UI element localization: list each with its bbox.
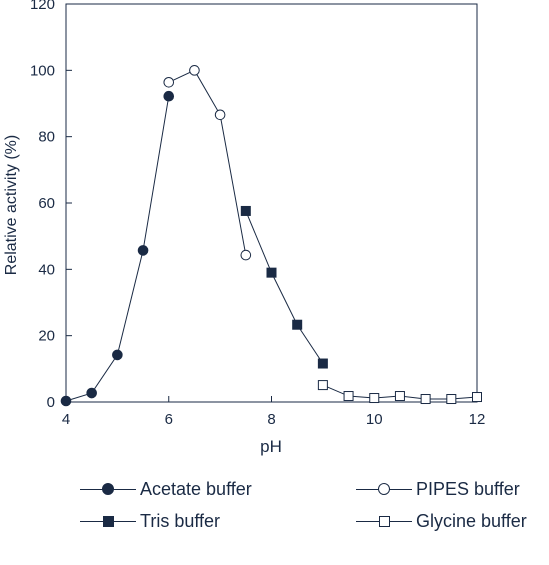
plot-frame (65, 3, 478, 403)
data-point (420, 394, 431, 405)
series-tris-buffer (240, 205, 328, 369)
series-pipes-buffer (163, 65, 252, 261)
data-point (317, 380, 328, 391)
data-point (163, 76, 175, 88)
data-point (266, 267, 277, 278)
series-line (168, 69, 247, 256)
data-point (214, 109, 226, 121)
x-tick-label: 8 (267, 411, 275, 428)
y-tick-label: 20 (38, 328, 55, 345)
data-point (240, 205, 251, 216)
data-point (60, 395, 72, 407)
data-point (137, 245, 149, 256)
series-acetate-buffer (60, 90, 175, 407)
x-tick-label: 6 (165, 411, 173, 428)
series-glycine-buffer (317, 380, 482, 405)
x-tick-label: 10 (366, 411, 383, 428)
y-tick-label: 80 (38, 129, 55, 146)
y-tick-label: 0 (47, 394, 55, 411)
x-tick-label: 4 (62, 411, 70, 428)
data-point (240, 249, 252, 261)
y-tick-label: 100 (30, 62, 55, 79)
data-point (112, 349, 123, 361)
data-point (472, 392, 482, 403)
series-layer (60, 65, 482, 407)
data-point (369, 393, 380, 404)
data-point (394, 391, 405, 402)
y-tick-label: 120 (30, 0, 55, 13)
y-tick-label: 40 (38, 261, 55, 278)
data-point (343, 391, 354, 402)
x-tick-label: 12 (469, 411, 486, 428)
y-axis-label: Relative activity (%) (3, 135, 20, 275)
data-point (189, 65, 200, 76)
data-point (292, 319, 303, 330)
data-point (86, 387, 97, 399)
data-point (317, 358, 328, 369)
x-axis-label: pH (260, 437, 282, 456)
data-point (446, 394, 457, 405)
data-point (163, 90, 175, 102)
series-line (245, 210, 324, 364)
y-tick-label: 60 (38, 195, 55, 212)
